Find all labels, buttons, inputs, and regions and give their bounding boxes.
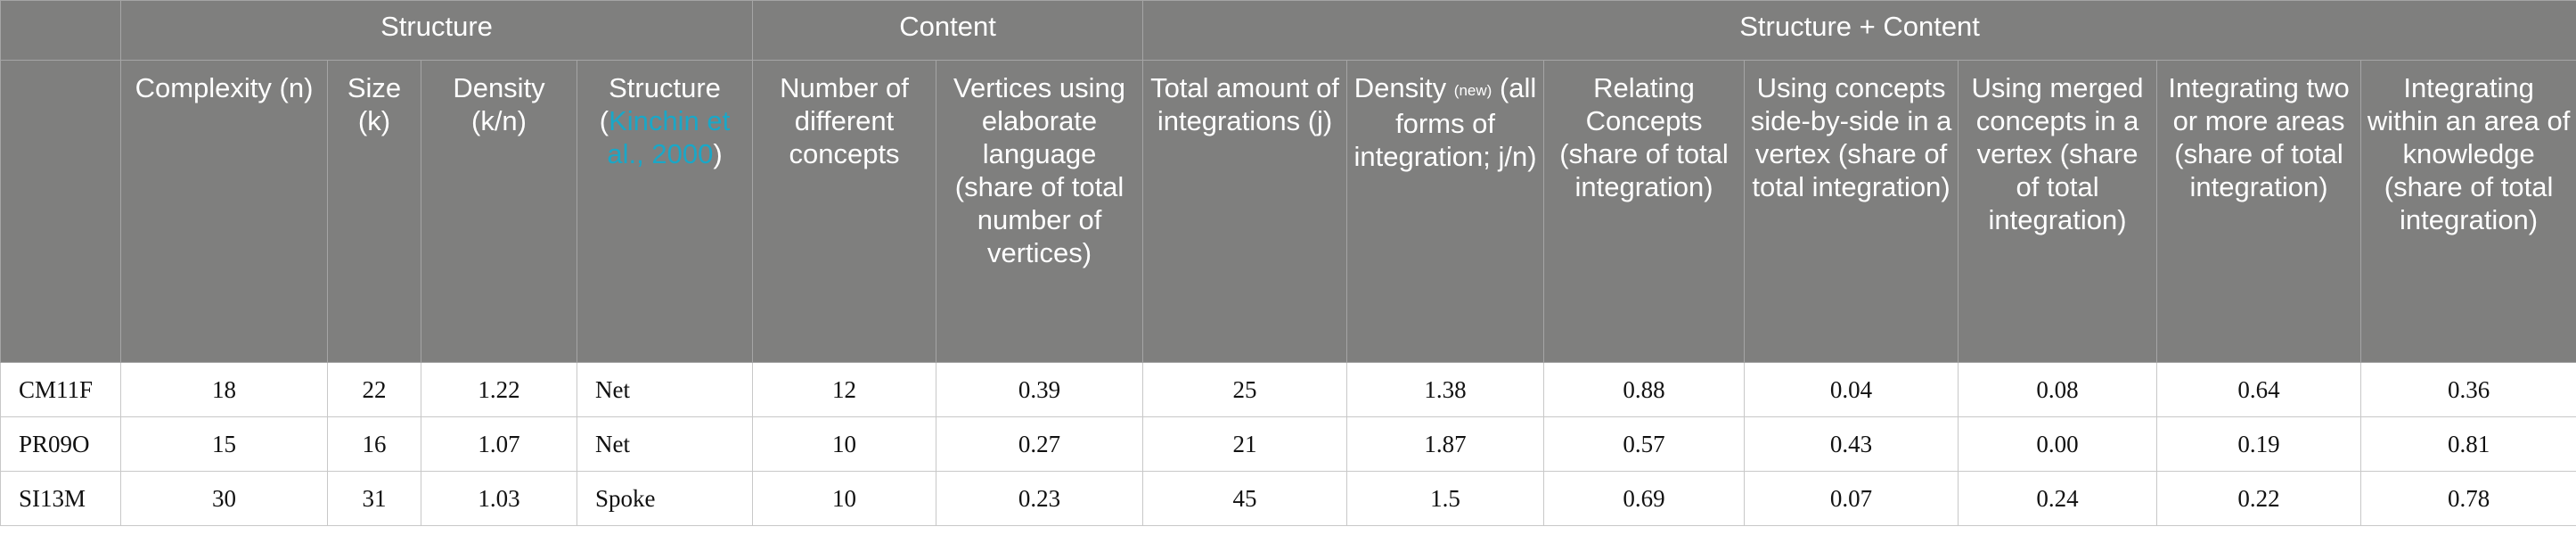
- header-text: ): [713, 138, 723, 169]
- cell: 12: [752, 362, 937, 417]
- group-header: [0, 0, 121, 61]
- header-text: Relating Concepts (share of total integr…: [1559, 72, 1729, 202]
- group-row: Structure Content Structure + Content: [0, 0, 2576, 61]
- column-header: [0, 60, 121, 363]
- header-subscript: (new): [1453, 82, 1492, 99]
- citation-link[interactable]: Kinchin et al., 2000: [607, 105, 731, 169]
- cell: 15: [120, 416, 328, 472]
- cell: 0.07: [1744, 471, 1959, 526]
- cell: 1.22: [421, 362, 577, 417]
- cell: 1.03: [421, 471, 577, 526]
- header-text: Complexity (n): [135, 72, 314, 103]
- column-header: Integrating two or more areas (share of …: [2156, 60, 2362, 363]
- cell: 0.22: [2156, 471, 2362, 526]
- cell: 18: [120, 362, 328, 417]
- cell: Net: [576, 362, 754, 417]
- cell: 31: [327, 471, 421, 526]
- header-text: Total amount of integrations (j): [1150, 72, 1340, 136]
- header-text: Using concepts side-by-side in a vertex …: [1750, 72, 1952, 202]
- data-row: PR09O 15 16 1.07 Net 10 0.27 21 1.87 0.57 0.43 0.00…: [0, 416, 2576, 472]
- cell: 22: [327, 362, 421, 417]
- column-header: Complexity (n): [120, 60, 328, 363]
- cell: 0.64: [2156, 362, 2362, 417]
- cell: 45: [1142, 471, 1348, 526]
- cell: 1.5: [1346, 471, 1545, 526]
- cell: 0.00: [1958, 416, 2158, 472]
- cell: 21: [1142, 416, 1348, 472]
- header-text: Number of different concepts: [780, 72, 909, 169]
- cell: 0.24: [1958, 471, 2158, 526]
- cell: 0.04: [1744, 362, 1959, 417]
- cell: 0.57: [1543, 416, 1746, 472]
- cell: 10: [752, 416, 937, 472]
- column-header: Relating Concepts (share of total integr…: [1543, 60, 1746, 363]
- cell: 0.36: [2360, 362, 2576, 417]
- cell: SI13M: [0, 471, 121, 526]
- group-header: Structure + Content: [1142, 0, 2576, 61]
- cell: 0.39: [936, 362, 1144, 417]
- cell: PR09O: [0, 416, 121, 472]
- column-header: Integrating within an area of knowledge …: [2360, 60, 2576, 363]
- data-row: SI13M 30 31 1.03 Spoke 10 0.23 45 1.5 0.69 0.07 0.2…: [0, 471, 2576, 526]
- cell: 0.81: [2360, 416, 2576, 472]
- cell: Spoke: [576, 471, 754, 526]
- cell: 0.78: [2360, 471, 2576, 526]
- cell: 0.69: [1543, 471, 1746, 526]
- header-text: Density (k/n): [453, 72, 545, 136]
- column-header: Number of different concepts: [752, 60, 937, 363]
- cell: 1.07: [421, 416, 577, 472]
- cell: 0.88: [1543, 362, 1746, 417]
- column-header: Structure (Kinchin et al., 2000): [576, 60, 754, 363]
- cell: 25: [1142, 362, 1348, 417]
- header-text: Using merged concepts in a vertex (share…: [1971, 72, 2144, 235]
- cell: 0.27: [936, 416, 1144, 472]
- cell: 0.08: [1958, 362, 2158, 417]
- group-header: Structure: [119, 0, 754, 61]
- cell: 30: [120, 471, 328, 526]
- column-header: Total amount of integrations (j): [1142, 60, 1348, 363]
- header-row: Complexity (n) Size (k) Density (k/n) Struc…: [0, 60, 2576, 363]
- header-text: Structure (: [599, 72, 721, 136]
- column-header: Using concepts side-by-side in a vertex …: [1744, 60, 1959, 363]
- header-text: Vertices using elaborate language (share…: [953, 72, 1126, 268]
- header-text: Density: [1353, 72, 1447, 103]
- cell: 10: [752, 471, 937, 526]
- group-header: Content: [752, 0, 1144, 61]
- column-header: Using merged concepts in a vertex (share…: [1958, 60, 2158, 363]
- cell: 0.23: [936, 471, 1144, 526]
- header-text: Integrating two or more areas (share of …: [2168, 72, 2350, 202]
- cell: 1.87: [1346, 416, 1545, 472]
- cell: 1.38: [1346, 362, 1545, 417]
- cell: CM11F: [0, 362, 121, 417]
- data-row: CM11F 18 22 1.22 Net 12 0.39 25 1.38 0.88 0.04 0.08…: [0, 362, 2576, 417]
- cell: 16: [327, 416, 421, 472]
- column-header: Vertices using elaborate language (share…: [936, 60, 1144, 363]
- header-text: Integrating within an area of knowledge …: [2367, 72, 2571, 235]
- column-header: Density (k/n): [421, 60, 577, 363]
- column-header: Density (new) (all forms of integration;…: [1346, 60, 1545, 363]
- column-header: Size (k): [327, 60, 421, 363]
- header-text: (all forms of integration; j/n): [1353, 72, 1537, 172]
- cell: Net: [576, 416, 754, 472]
- cell: 0.43: [1744, 416, 1959, 472]
- header-text: Size (k): [347, 72, 402, 136]
- cell: 0.19: [2156, 416, 2362, 472]
